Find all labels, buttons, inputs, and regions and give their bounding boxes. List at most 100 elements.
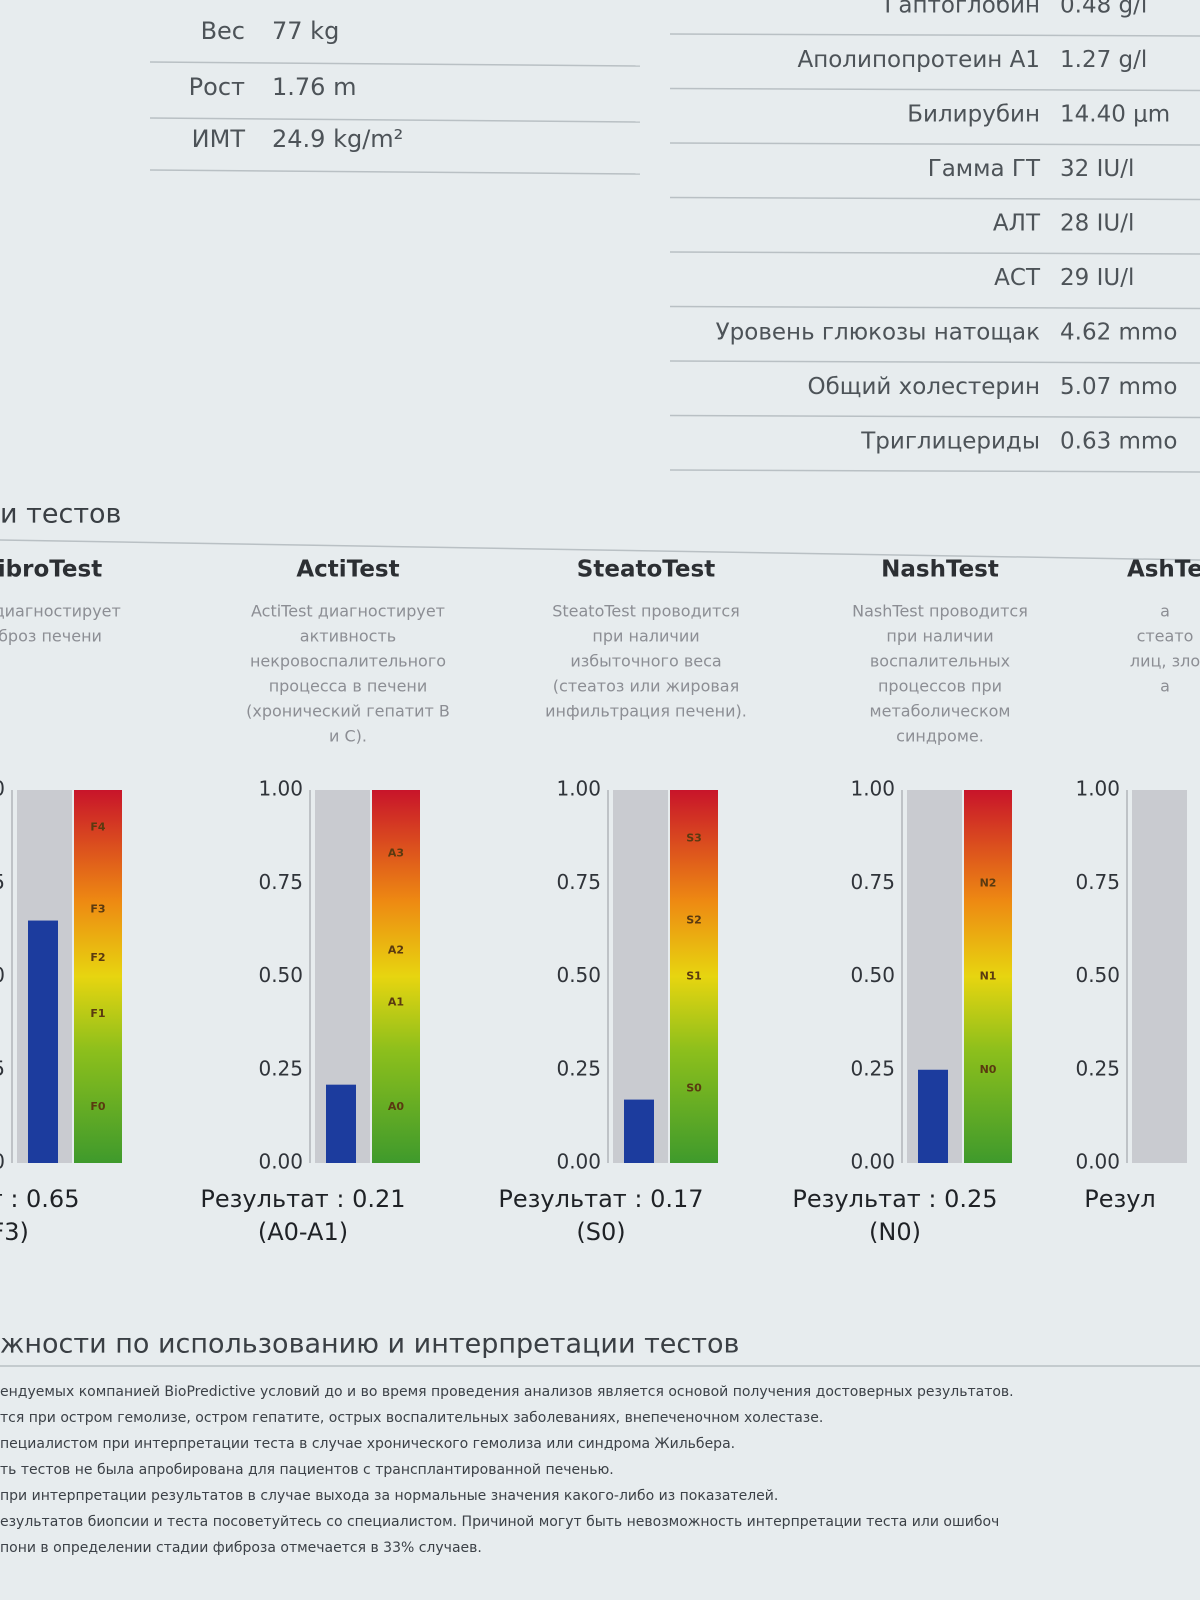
grade-label: A2 xyxy=(388,943,404,956)
y-tick-label: 0.75 xyxy=(258,870,303,894)
grade-label: S1 xyxy=(686,970,702,983)
y-tick-label: 0.75 xyxy=(0,870,5,894)
row-rule xyxy=(669,33,1200,37)
grade-label: S3 xyxy=(686,831,702,844)
test-description: и C). xyxy=(329,727,367,746)
y-tick-label: 1.00 xyxy=(1075,777,1120,801)
result-text: Результат : 0.25 xyxy=(792,1185,997,1213)
test-description: активность xyxy=(300,627,396,646)
test-description: ActiTest диагностирует xyxy=(251,602,445,621)
y-tick-label: 1.00 xyxy=(0,777,5,801)
test-description: NashTest проводится xyxy=(852,602,1028,621)
row-rule xyxy=(669,87,1200,92)
test-description: SteatoTest проводится xyxy=(552,602,740,621)
test-description: некровоспалительного xyxy=(250,652,446,671)
note-line: тся при остром гемолизе, остром гепатите… xyxy=(0,1410,823,1426)
y-tick-label: 0.50 xyxy=(1075,963,1120,987)
test-description: инфильтрация печени). xyxy=(545,702,747,721)
result-stage: (S0) xyxy=(576,1218,625,1246)
row-rule xyxy=(669,305,1200,310)
note-line: при интерпретации результатов в случае в… xyxy=(0,1488,778,1504)
test-description: воспалительных xyxy=(870,652,1010,671)
note-line: пони в определении стадии фиброза отмеча… xyxy=(0,1540,482,1556)
test-description: избыточного веса xyxy=(570,652,721,671)
lab-label: Билирубин xyxy=(907,102,1040,128)
lab-label: Аполипопротеин A1 xyxy=(797,47,1040,73)
lab-value: 0.48 g/l xyxy=(1060,0,1147,19)
grade-scale xyxy=(964,790,1012,1163)
patient-label: Рост xyxy=(189,73,245,101)
result-bar xyxy=(624,1099,654,1163)
patient-label: ИМТ xyxy=(192,125,246,153)
tests-heading: и тестов xyxy=(0,499,121,530)
y-tick-label: 0.25 xyxy=(258,1056,303,1080)
grade-label: F1 xyxy=(90,1007,105,1020)
grade-label: S2 xyxy=(686,914,702,927)
y-tick-label: 1.00 xyxy=(556,777,601,801)
lab-value: 32 IU/l xyxy=(1060,156,1134,182)
test-description: лиц, зло xyxy=(1130,652,1200,671)
test-description: (стеатоз или жировая xyxy=(553,677,739,696)
section-rule xyxy=(0,539,1200,561)
lab-value: 28 IU/l xyxy=(1060,211,1134,237)
y-tick-label: 0.50 xyxy=(850,963,895,987)
test-description: при наличии xyxy=(886,627,993,646)
grade-label: F2 xyxy=(90,951,105,964)
lab-label: Триглицериды xyxy=(860,429,1040,455)
grade-label: S0 xyxy=(686,1081,702,1094)
result-stage: (F3) xyxy=(0,1218,29,1246)
result-bar xyxy=(918,1069,948,1163)
row-rule xyxy=(149,117,641,123)
lab-label: Гамма ГТ xyxy=(928,156,1041,182)
lab-value: 1.27 g/l xyxy=(1060,47,1147,73)
test-description: метаболическом xyxy=(870,702,1011,721)
lab-label: Гаптоглобин xyxy=(884,0,1040,19)
lab-value: 4.62 mmo xyxy=(1060,320,1177,346)
patient-label: Вес xyxy=(201,17,245,45)
test-description: а xyxy=(1160,602,1170,621)
test-title: ActiTest xyxy=(296,557,399,583)
test-description: процессов при xyxy=(878,677,1002,696)
grade-label: A1 xyxy=(388,996,404,1009)
lab-label: АЛТ xyxy=(993,211,1041,237)
patient-value: 24.9 kg/m² xyxy=(272,125,403,153)
test-description: а xyxy=(1160,677,1170,696)
bar-track xyxy=(1132,790,1187,1163)
patient-value: 77 kg xyxy=(272,17,339,45)
test-description: (хронический гепатит B xyxy=(246,702,450,721)
test-description: броз печени xyxy=(0,627,102,646)
notes-heading: жности по использованию и интерпретации … xyxy=(0,1329,739,1360)
test-description: т диагностирует xyxy=(0,602,121,621)
y-tick-label: 0.50 xyxy=(556,963,601,987)
grade-scale xyxy=(74,790,122,1163)
y-tick-label: 0.75 xyxy=(1075,870,1120,894)
lab-label: АСТ xyxy=(994,265,1041,291)
result-bar xyxy=(28,920,58,1163)
y-tick-label: 0.25 xyxy=(850,1056,895,1080)
result-bar xyxy=(326,1084,356,1163)
note-line: ть тестов не была апробирована для пацие… xyxy=(0,1462,614,1478)
row-rule xyxy=(669,142,1200,146)
note-line: езультатов биопсии и теста посоветуйтесь… xyxy=(0,1514,999,1530)
grade-label: N0 xyxy=(980,1063,997,1076)
lab-value: 14.40 μm xyxy=(1060,102,1170,128)
test-title: AshTe xyxy=(1127,557,1200,583)
test-description: синдроме. xyxy=(896,727,984,746)
row-rule xyxy=(149,169,641,175)
lab-value: 5.07 mmo xyxy=(1060,374,1177,400)
test-title: ibroTest xyxy=(0,557,102,583)
note-line: пециалистом при интерпретации теста в сл… xyxy=(0,1436,735,1452)
y-tick-label: 0.25 xyxy=(0,1056,5,1080)
y-tick-label: 0.00 xyxy=(1075,1150,1120,1174)
row-rule xyxy=(669,196,1200,201)
y-tick-label: 1.00 xyxy=(258,777,303,801)
grade-scale xyxy=(372,790,420,1163)
lab-label: Уровень глюкозы натощак xyxy=(716,320,1040,346)
lab-value: 29 IU/l xyxy=(1060,265,1134,291)
result-stage: (A0-A1) xyxy=(258,1218,348,1246)
row-rule xyxy=(669,469,1200,473)
y-tick-label: 0.50 xyxy=(258,963,303,987)
test-title: SteatoTest xyxy=(577,557,715,583)
